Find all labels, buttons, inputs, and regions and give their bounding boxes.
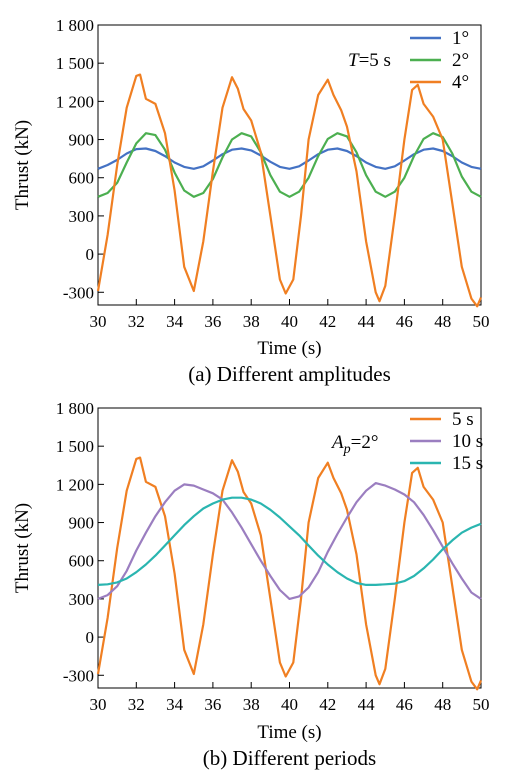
x-tick-label: 34 bbox=[166, 312, 184, 331]
legend-label-0: 5 s bbox=[452, 409, 474, 430]
x-tick-label: 46 bbox=[396, 695, 413, 714]
x-tick-label: 34 bbox=[166, 695, 184, 714]
y-tick-label: 1 800 bbox=[56, 16, 94, 35]
series-line-1 bbox=[97, 132, 482, 198]
y-tick-label: -300 bbox=[63, 283, 94, 302]
x-tick-label: 50 bbox=[473, 695, 490, 714]
chart-panel-1: 30 32 34 36 38 40 42 44 46 48 50 -300 0 300 600 900 1 20… bbox=[12, 399, 490, 770]
x-tick-label: 44 bbox=[358, 312, 376, 331]
series-line-2 bbox=[97, 496, 482, 586]
series-line-2 bbox=[96, 73, 483, 308]
y-tick-label: 1 200 bbox=[56, 92, 94, 111]
annotation-label: T=5 s bbox=[348, 50, 391, 71]
x-tick-label: 50 bbox=[473, 312, 490, 331]
y-tick-label: 1 500 bbox=[56, 54, 94, 73]
y-axis-label: Thrust (kN) bbox=[12, 120, 33, 210]
y-tick-label: 0 bbox=[86, 245, 95, 264]
panel-caption: (b) Different periods bbox=[203, 746, 376, 770]
legend-label-2: 4° bbox=[452, 72, 469, 93]
y-tick-label: 600 bbox=[69, 552, 95, 571]
series-line-1 bbox=[97, 482, 482, 600]
x-tick-label: 46 bbox=[396, 312, 413, 331]
y-tick-label: 900 bbox=[69, 514, 95, 533]
x-tick-label: 32 bbox=[128, 695, 145, 714]
x-tick-label: 38 bbox=[243, 312, 260, 331]
y-tick-label: 300 bbox=[69, 590, 95, 609]
legend-label-1: 2° bbox=[452, 50, 469, 71]
x-tick-label: 30 bbox=[90, 695, 107, 714]
x-axis-label: Time (s) bbox=[257, 722, 321, 743]
y-tick-label: -300 bbox=[63, 666, 94, 685]
chart-panel-0: 30 32 34 36 38 40 42 44 46 48 50 -300 0 300 600 900 1 20… bbox=[12, 16, 490, 386]
x-tick-label: 48 bbox=[434, 695, 451, 714]
legend-label-1: 10 s bbox=[452, 431, 483, 452]
x-tick-label: 40 bbox=[281, 312, 298, 331]
y-tick-label: 0 bbox=[86, 628, 95, 647]
y-tick-label: 1 200 bbox=[56, 475, 94, 494]
legend-label-0: 1° bbox=[452, 28, 469, 49]
y-axis-label: Thrust (kN) bbox=[12, 503, 33, 593]
x-tick-label: 42 bbox=[319, 312, 336, 331]
plot-frame bbox=[97, 407, 482, 689]
x-tick-label: 36 bbox=[204, 312, 221, 331]
x-tick-label: 32 bbox=[128, 312, 145, 331]
y-tick-label: 300 bbox=[69, 207, 95, 226]
x-tick-label: 36 bbox=[204, 695, 221, 714]
series-line-0 bbox=[96, 456, 483, 691]
x-tick-label: 40 bbox=[281, 695, 298, 714]
y-tick-label: 900 bbox=[69, 131, 95, 150]
annotation-label: Ap=2° bbox=[330, 432, 378, 457]
plot-frame bbox=[97, 24, 482, 306]
y-tick-label: 600 bbox=[69, 169, 95, 188]
y-tick-label: 1 500 bbox=[56, 437, 94, 456]
legend-label-2: 15 s bbox=[452, 453, 483, 474]
panel-caption: (a) Different amplitudes bbox=[188, 362, 391, 386]
x-tick-label: 30 bbox=[90, 312, 107, 331]
x-tick-label: 48 bbox=[434, 312, 451, 331]
x-axis-label: Time (s) bbox=[257, 338, 321, 359]
x-tick-label: 44 bbox=[358, 695, 376, 714]
x-tick-label: 38 bbox=[243, 695, 260, 714]
y-tick-label: 1 800 bbox=[56, 399, 94, 418]
series-line-0 bbox=[97, 147, 482, 170]
x-tick-label: 42 bbox=[319, 695, 336, 714]
